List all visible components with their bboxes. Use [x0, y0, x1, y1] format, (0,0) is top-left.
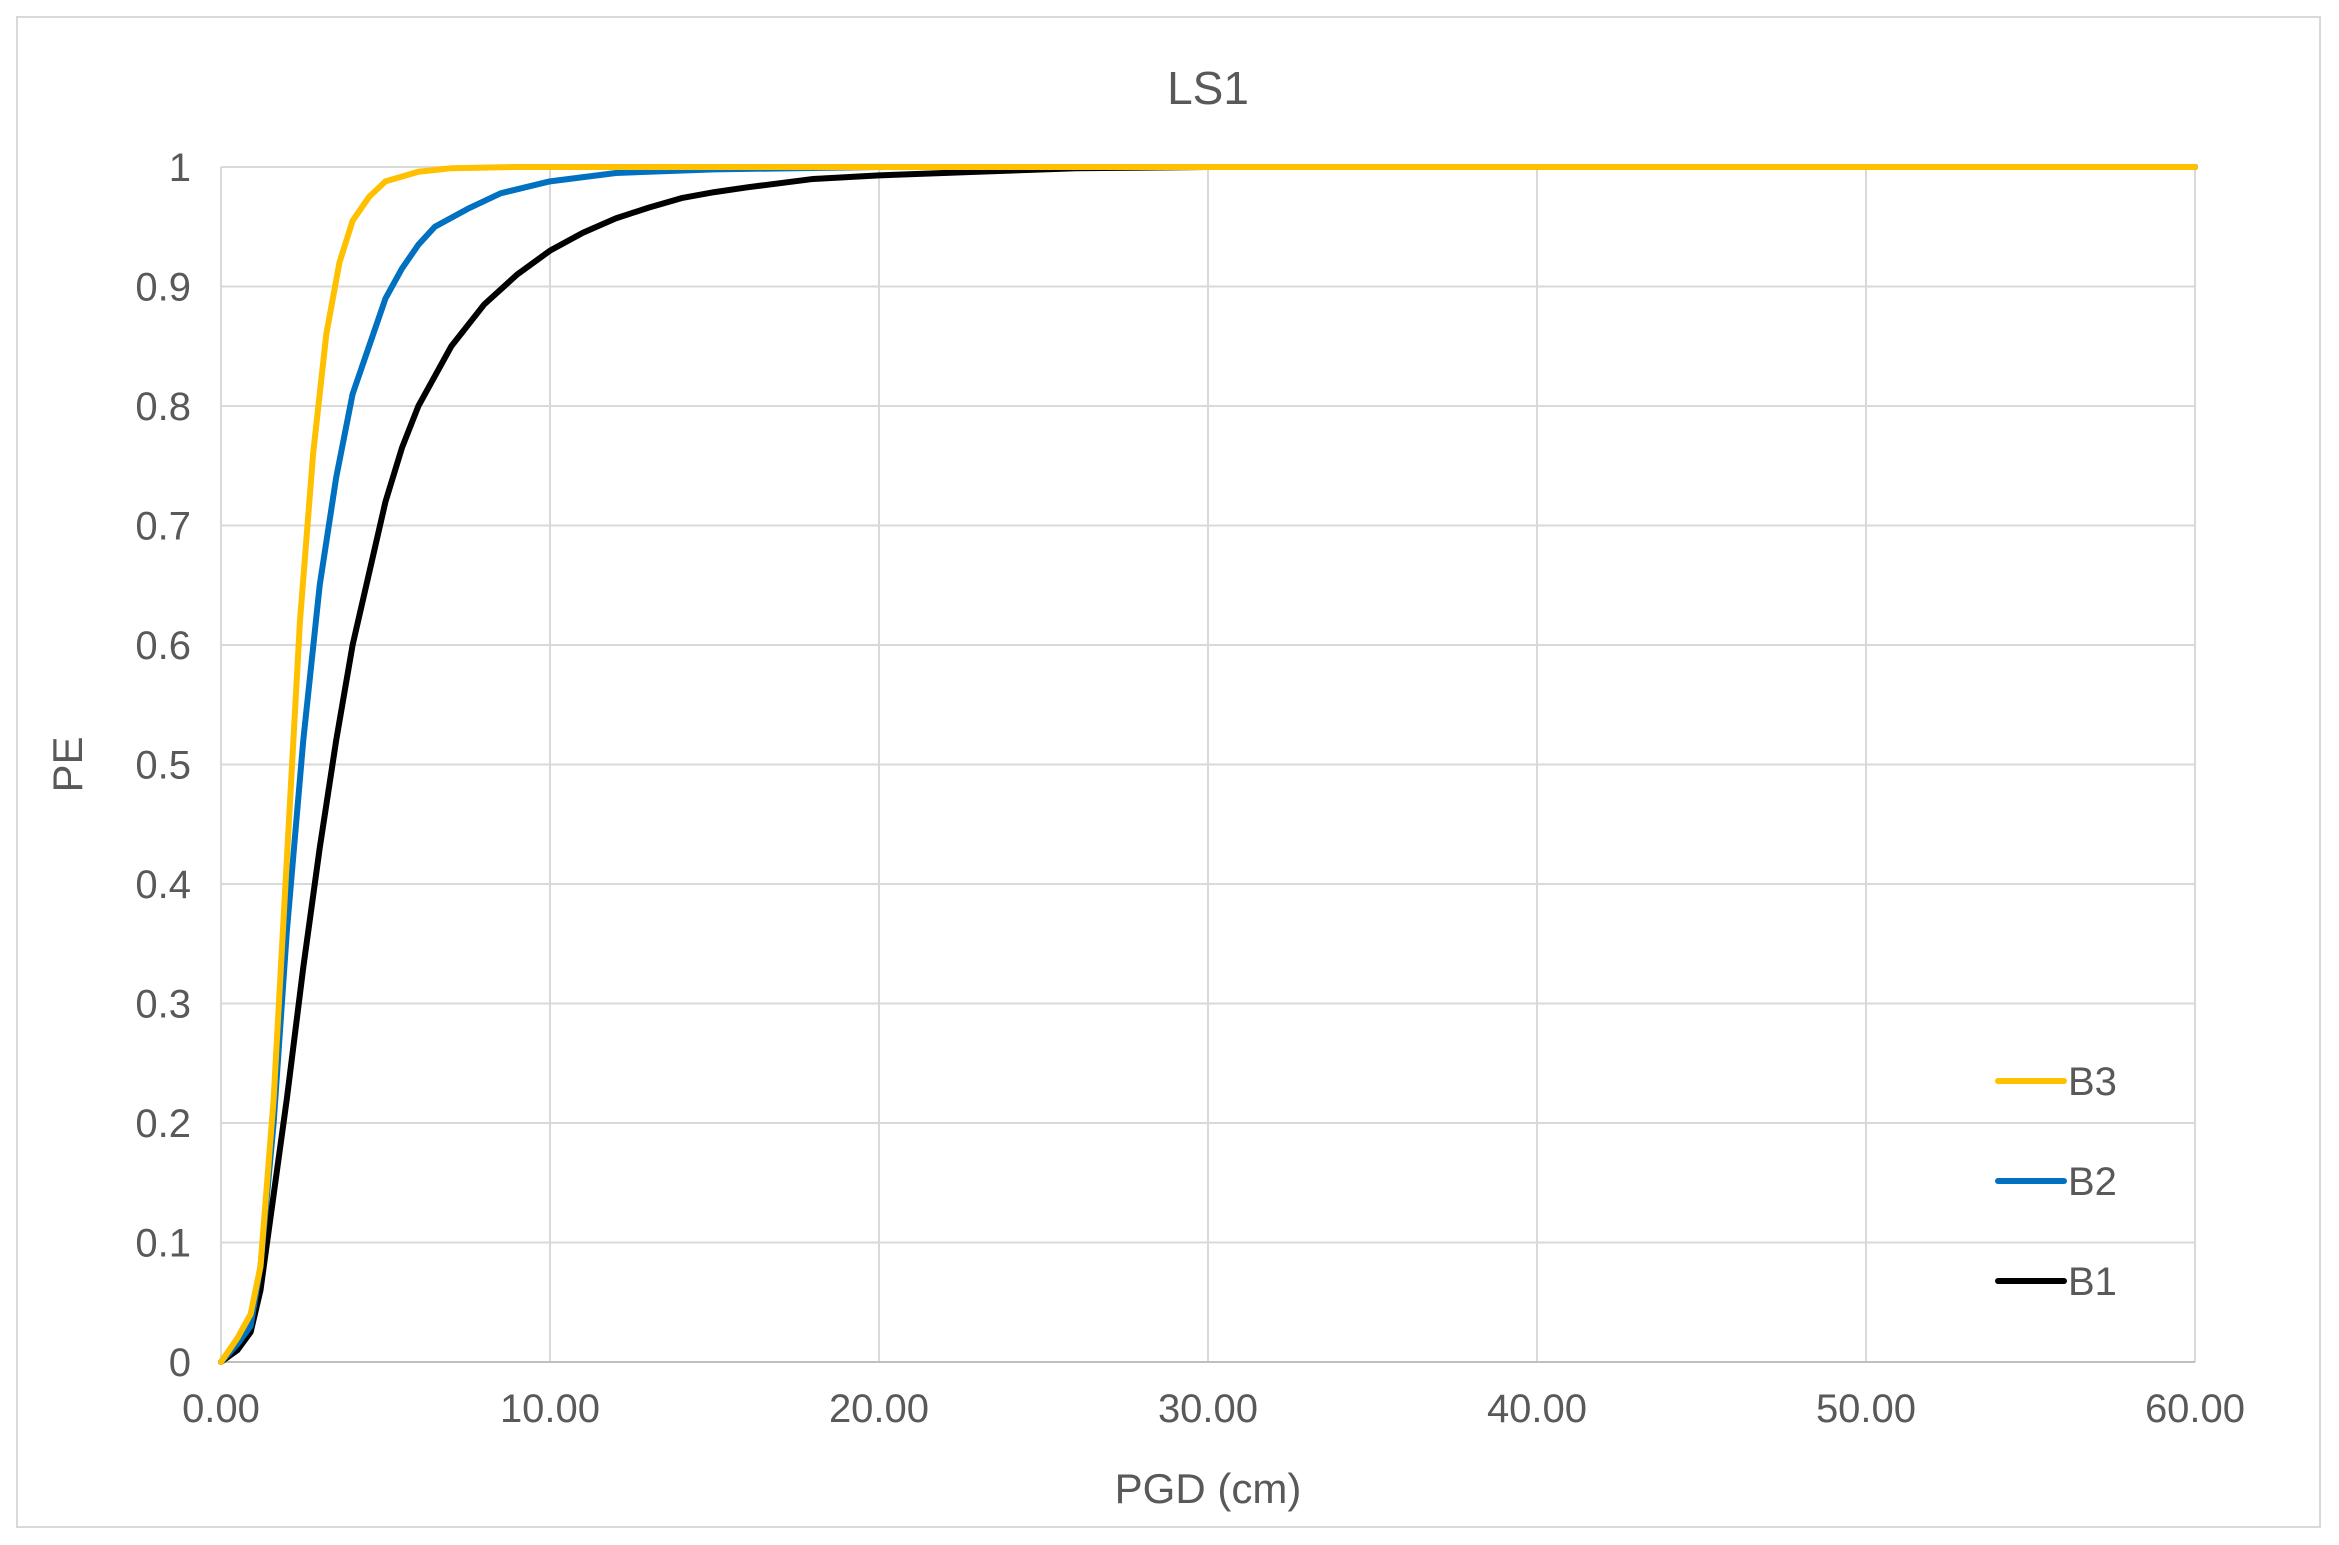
y-tick-label: 0.1 [135, 1222, 191, 1266]
series-line-b1 [218, 164, 2198, 1365]
y-tick-label: 1 [169, 146, 191, 190]
series-line-b3 [218, 164, 2198, 1365]
y-axis-title: PE [44, 736, 91, 792]
x-tick-label: 40.00 [1487, 1387, 1587, 1431]
x-tick-label: 10.00 [500, 1387, 600, 1431]
x-tick-label: 0.00 [182, 1387, 260, 1431]
y-tick-label: 0.6 [135, 624, 191, 668]
y-tick-label: 0.7 [135, 505, 191, 549]
y-tick-label: 0.3 [135, 983, 191, 1027]
legend-label: B3 [2068, 1060, 2117, 1104]
legend-label: B1 [2068, 1260, 2117, 1304]
x-tick-label: 30.00 [1158, 1387, 1258, 1431]
grid-lines [221, 166, 2196, 1363]
x-tick-label: 20.00 [829, 1387, 929, 1431]
y-tick-label: 0.4 [135, 863, 191, 907]
legend-item-b1: B1 [1995, 1260, 2117, 1304]
legend-label: B2 [2068, 1160, 2117, 1204]
legend-item-b3: B3 [1995, 1060, 2117, 1104]
axes: 00.10.20.30.40.50.60.70.80.910.00 10.00 20… [135, 146, 2245, 1431]
series-lines [218, 164, 2198, 1365]
chart-title: LS1 [1167, 62, 1249, 114]
x-tick-label: 60.00 [2145, 1387, 2245, 1431]
x-tick-label: 50.00 [1816, 1387, 1916, 1431]
legend-item-b2: B2 [1995, 1160, 2117, 1204]
y-tick-label: 0.5 [135, 744, 191, 788]
y-tick-label: 0.8 [135, 385, 191, 429]
y-tick-label: 0.2 [135, 1102, 191, 1146]
y-tick-label: 0.9 [135, 266, 191, 310]
x-axis-title: PGD (cm) [1115, 1465, 1302, 1512]
y-tick-label: 0 [169, 1341, 191, 1385]
legend: B3 B2 B1 [1995, 1060, 2117, 1304]
